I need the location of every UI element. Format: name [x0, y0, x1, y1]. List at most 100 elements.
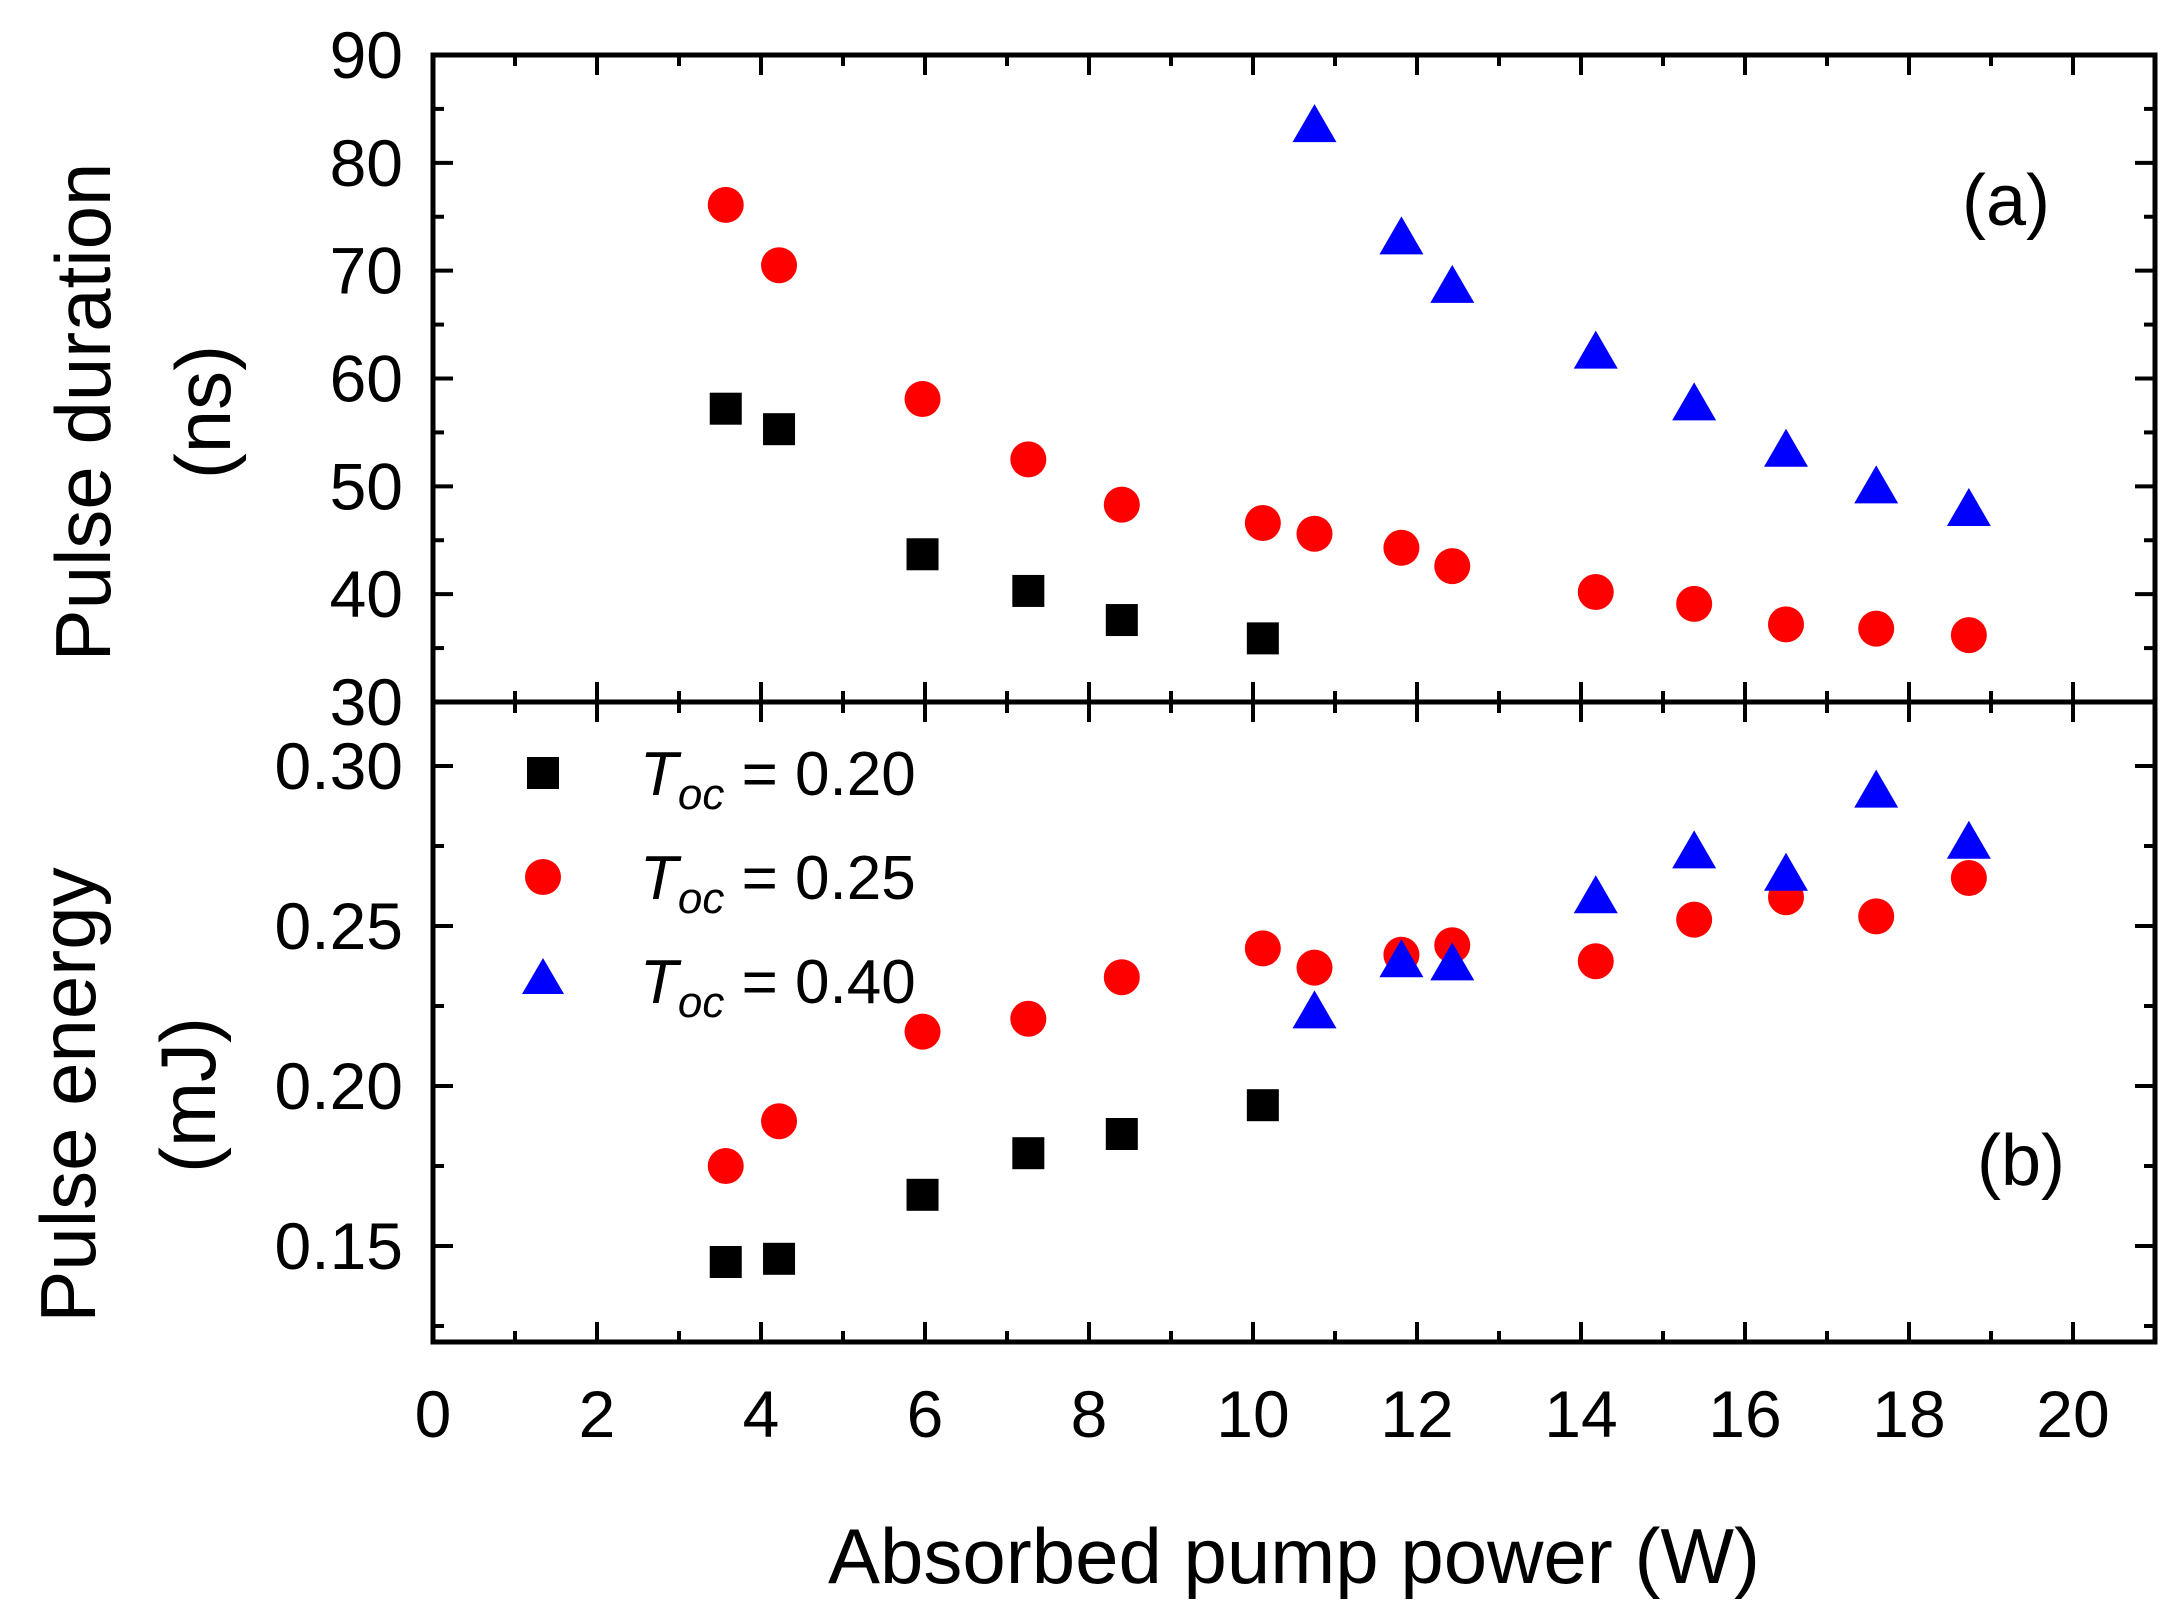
square-point	[1105, 604, 1138, 637]
x-tick-label: 0	[415, 1377, 452, 1451]
x-tick-label: 8	[1071, 1377, 1108, 1451]
legend-entry-3-sub: oc	[678, 978, 724, 1027]
legend-entry-1-sub: oc	[678, 770, 724, 819]
square-point	[1012, 1137, 1045, 1170]
x-tick-label: 10	[1216, 1377, 1289, 1451]
x-tick-label: 14	[1544, 1377, 1617, 1451]
triangle-point	[1764, 428, 1808, 467]
square-point	[763, 413, 796, 446]
square-point	[1246, 622, 1279, 655]
triangle-point	[1764, 852, 1808, 891]
triangle-point	[1573, 330, 1618, 369]
triangle-point	[1292, 104, 1337, 143]
legend-entry-3-rest: = 0.40	[724, 948, 915, 1017]
x-tick-label: 20	[2036, 1377, 2109, 1451]
legend-entry-1: Toc = 0.20	[640, 740, 916, 819]
circle-point	[1296, 515, 1333, 552]
x-tick-label: 6	[907, 1377, 944, 1451]
legend-marker-circle	[525, 859, 561, 895]
circle-point	[904, 380, 941, 417]
triangle-point	[1672, 830, 1717, 869]
square-point	[1246, 1089, 1279, 1122]
square-point	[763, 1242, 796, 1275]
square-point	[906, 538, 939, 571]
square-point	[709, 1246, 742, 1278]
circle-point	[1950, 617, 1987, 654]
circle-point	[1010, 441, 1047, 478]
circle-point	[761, 1103, 798, 1140]
circle-point	[1010, 1000, 1047, 1037]
y-tick-label: 50	[330, 449, 403, 523]
square-point	[709, 392, 742, 425]
y-tick-label: 30	[330, 665, 403, 739]
legend-entry-2: Toc = 0.25	[640, 844, 916, 923]
x-tick-label: 2	[579, 1377, 616, 1451]
circle-point	[707, 1148, 744, 1184]
marks-layer	[707, 104, 1991, 1278]
legend-entry-3: Toc = 0.40	[640, 948, 916, 1027]
legend-entry-2-sub: oc	[678, 874, 724, 923]
circle-point	[761, 247, 798, 284]
y-tick-label: 0.20	[275, 1049, 403, 1123]
panel-a-frame	[430, 52, 2158, 705]
legend-entry-2-rest: = 0.25	[724, 844, 915, 913]
circle-point	[1676, 585, 1713, 622]
square-point	[1012, 574, 1045, 607]
x-tick-label: 4	[743, 1377, 780, 1451]
legend-entry-3-symbol: T	[640, 948, 682, 1017]
triangle-point	[1946, 488, 1991, 527]
x-tick-label: 12	[1380, 1377, 1453, 1451]
legend-marker-triangle	[522, 958, 564, 994]
circle-point	[1434, 548, 1471, 585]
panel-a-label: (a)	[1962, 161, 2050, 241]
triangle-point	[1946, 820, 1991, 859]
panel-b-label: (b)	[1977, 1121, 2065, 1201]
circle-point	[1244, 504, 1281, 541]
y-tick-label: 0.30	[275, 729, 403, 803]
circle-point	[1768, 606, 1804, 643]
y-tick-label: 70	[330, 234, 403, 308]
panel-b-frame	[430, 699, 2158, 1345]
legend: Toc = 0.20 Toc = 0.25 Toc = 0.40	[522, 740, 916, 1027]
triangle-point	[1854, 465, 1899, 504]
legend-marker-square	[527, 757, 559, 789]
y-tick-label: 0.15	[275, 1209, 403, 1283]
circle-point	[1244, 930, 1281, 967]
y-tick-label: 60	[330, 342, 403, 416]
square-point	[1105, 1118, 1138, 1150]
circle-point	[1577, 943, 1614, 980]
circle-point	[904, 1013, 941, 1050]
circle-point	[1296, 949, 1333, 986]
legend-entry-2-symbol: T	[640, 844, 682, 913]
x-tick-label: 18	[1872, 1377, 1945, 1451]
y-tick-label: 40	[330, 557, 403, 631]
square-point	[906, 1178, 939, 1211]
triangle-point	[1672, 382, 1717, 421]
circle-point	[1103, 959, 1140, 996]
y-tick-label: 90	[330, 18, 403, 92]
panel-a-ylabel-line2: (ns)	[159, 345, 247, 479]
panel-b-ylabel-line2: (mJ)	[144, 1017, 232, 1173]
triangle-point	[1430, 264, 1475, 303]
panel-b-ylabel-line1: Pulse energy	[24, 867, 112, 1322]
triangle-point	[1379, 939, 1424, 978]
triangle-point	[1292, 990, 1337, 1029]
triangle-point	[1379, 216, 1424, 255]
y-tick-label: 80	[330, 126, 403, 200]
circle-point	[1103, 486, 1140, 523]
ticks-layer: 0 2 4 6 8 10 12 14 16 18 20 30 40 50 60 70 80 90 0.15 0.20 0…	[275, 18, 2157, 1451]
circle-point	[1858, 610, 1895, 647]
triangle-point	[1430, 942, 1475, 981]
circle-point	[1950, 860, 1987, 896]
x-tick-label: 16	[1708, 1377, 1781, 1451]
circle-point	[1858, 898, 1895, 935]
circle-point	[1676, 901, 1713, 938]
circle-point	[1383, 529, 1420, 566]
triangle-point	[1854, 769, 1899, 808]
panel-a-ylabel-line1: Pulse duration	[39, 163, 127, 662]
legend-entry-1-rest: = 0.20	[724, 740, 915, 809]
triangle-point	[1573, 875, 1618, 914]
legend-entry-1-symbol: T	[640, 740, 682, 809]
circle-point	[707, 186, 744, 223]
